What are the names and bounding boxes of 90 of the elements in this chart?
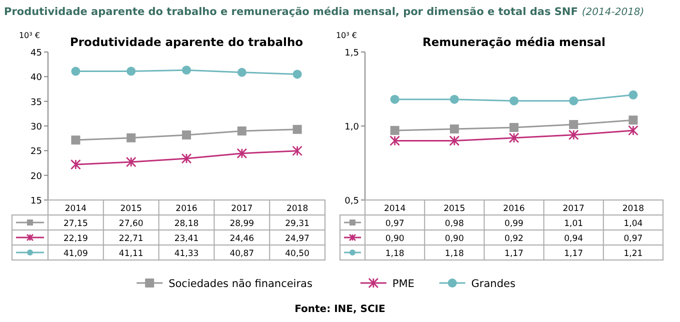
x-tick-label: 2017 (231, 204, 253, 214)
x-tick-label: 2014 (384, 204, 406, 214)
point (390, 94, 400, 104)
y-tick-label: 40 (30, 73, 42, 84)
chart-title: Produtividade aparente do trabalho (70, 35, 304, 49)
data-label: 41,09 (64, 249, 88, 259)
data-label: 0,92 (504, 234, 524, 244)
point (569, 120, 578, 130)
data-label: 40,50 (285, 249, 310, 259)
point (292, 70, 302, 79)
point (126, 156, 136, 168)
text: Produtividade aparente do trabalho e remuneração média mensal, por dimensão e total das SNF (4, 6, 578, 18)
x-tick-label: 2018 (622, 204, 644, 214)
data-label: 24,46 (230, 234, 254, 244)
data-label: 40,87 (230, 249, 254, 259)
data-label: 1,04 (624, 219, 643, 229)
point (450, 124, 459, 134)
data-label: 28,18 (174, 219, 199, 229)
point (510, 122, 518, 132)
data-label: 27,60 (118, 219, 144, 229)
legend-label: Sociedades não financeiras (168, 278, 312, 290)
data-label: 0,98 (444, 219, 464, 229)
point (237, 68, 246, 77)
data-label: 24,97 (285, 234, 310, 244)
x-tick-label: 2016 (176, 204, 198, 214)
data-label: 0,90 (385, 234, 404, 244)
point (390, 126, 400, 135)
data-label: 0,97 (624, 234, 643, 244)
point (292, 146, 302, 156)
text: (2014-2018) (582, 7, 644, 18)
data-label: 41,11 (118, 249, 144, 259)
x-tick-label: 2018 (286, 204, 308, 214)
y-tick-label: 20 (30, 172, 42, 182)
y-tick-label: 35 (30, 98, 42, 108)
y-tick-label: 45 (30, 48, 42, 58)
data-label: 1,17 (564, 249, 584, 259)
data-label: 0,94 (564, 234, 584, 244)
data-label: 1,17 (504, 249, 524, 259)
data-label: 23,41 (174, 234, 199, 244)
y-tick-label: 15 (30, 196, 42, 206)
data-label: 1,18 (444, 249, 464, 259)
data-label: 1,18 (385, 249, 404, 259)
data-label: 0,90 (444, 234, 464, 244)
y-tick-label: 25 (30, 147, 42, 158)
data-label: 1,21 (624, 249, 643, 259)
data-label: 22,19 (64, 234, 88, 244)
point (628, 90, 638, 100)
x-tick-label: 2015 (444, 204, 466, 214)
point (390, 136, 400, 146)
point (510, 96, 518, 106)
point (508, 132, 520, 144)
point (569, 96, 578, 106)
point (126, 66, 136, 76)
legend-label: Grandes (471, 278, 516, 290)
data-label: 29,31 (285, 219, 310, 229)
point (70, 159, 81, 170)
point (568, 130, 579, 140)
x-tick-label: 2016 (503, 204, 525, 214)
data-label: 0,99 (504, 219, 524, 229)
x-tick-label: 2014 (64, 204, 87, 214)
y-tick-label: 30 (30, 122, 42, 132)
chart-title: Remuneração média mensal (422, 35, 606, 49)
data-label: 1,01 (564, 219, 584, 229)
y-tick-label: 1,5 (344, 48, 359, 58)
point (628, 116, 638, 125)
data-label: 41,33 (174, 249, 199, 259)
point (236, 148, 248, 159)
point (182, 130, 191, 140)
point (449, 136, 460, 146)
point (182, 66, 191, 75)
y-tick-label: 1,0 (344, 122, 360, 132)
x-tick-label: 2017 (562, 204, 584, 214)
point (71, 136, 80, 145)
y-axis-title: 10³ € (336, 31, 357, 40)
point (292, 124, 302, 134)
data-label: 27,15 (64, 219, 88, 229)
legend-label: PME (392, 278, 414, 290)
point (126, 133, 136, 142)
data-label: 0,97 (385, 219, 404, 229)
y-axis-title: 10³ € (18, 31, 40, 40)
point (628, 125, 638, 136)
x-tick-label: 2015 (120, 204, 142, 214)
data-label: 22,71 (118, 234, 144, 244)
y-tick-label: 0,5 (344, 196, 359, 206)
data-label: 28,99 (230, 219, 254, 229)
point (181, 153, 192, 164)
point (71, 66, 80, 76)
source-note: Fonte: INE, SCIE (294, 304, 386, 315)
point (450, 94, 459, 104)
point (237, 126, 246, 136)
